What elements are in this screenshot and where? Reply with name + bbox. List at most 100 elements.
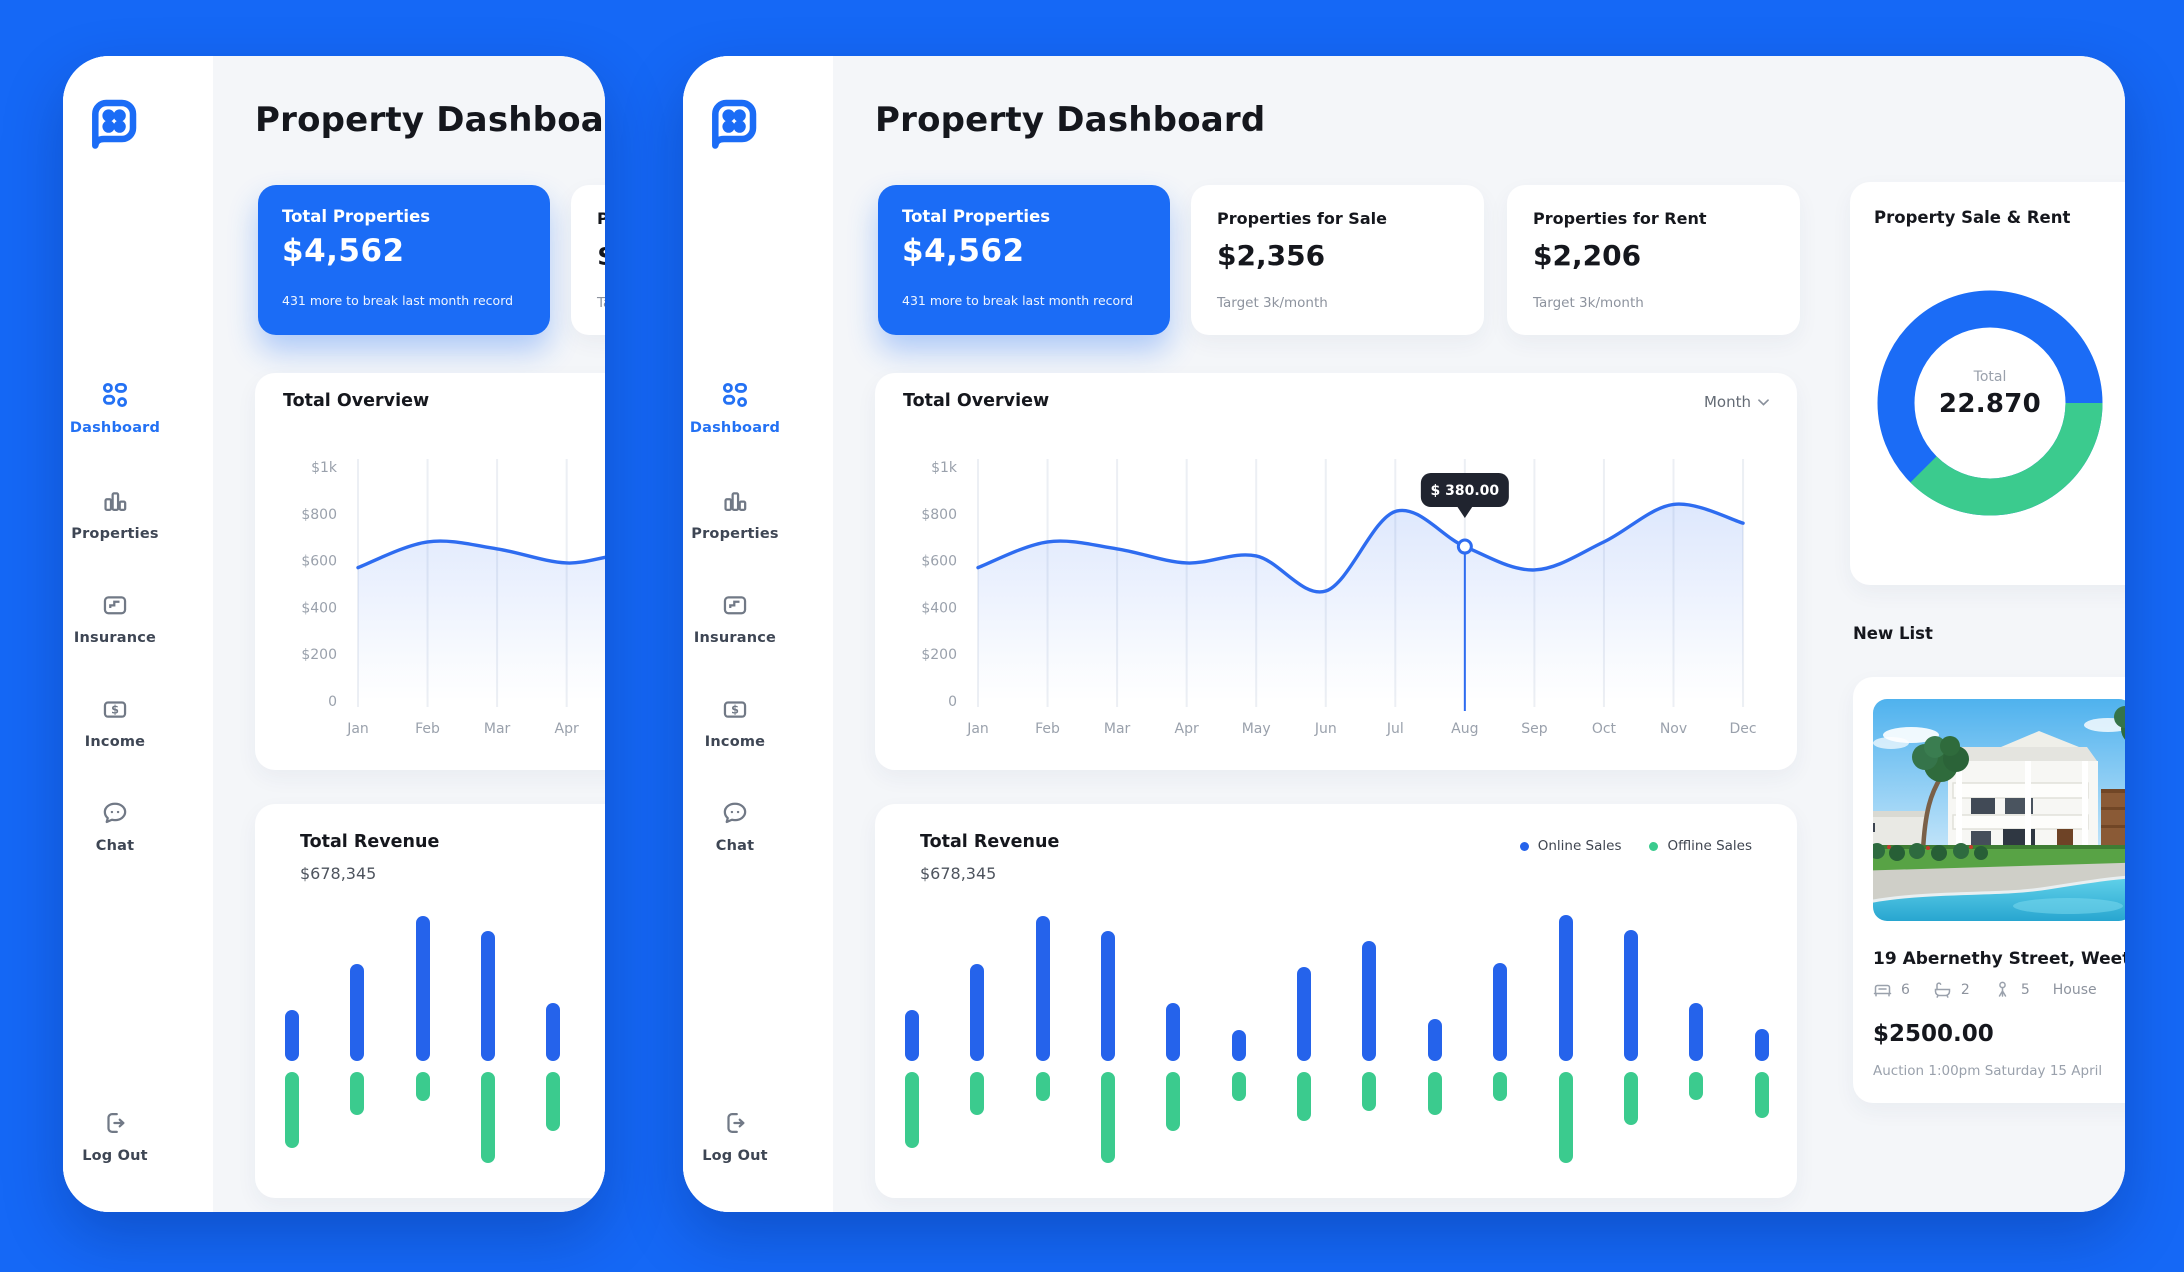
sidebar-item-label: Log Out [82,1148,148,1164]
revenue-bar-online [1101,931,1116,1061]
app-logo-icon [705,94,763,152]
revenue-bar-online [1166,1003,1181,1061]
chart-tooltip: $ 380.00 [1420,473,1509,518]
total-overview-card: Total Overview Month JanFebMarAprMayJunJ… [255,373,605,770]
revenue-bar-online [415,916,430,1061]
bed-icon [1873,981,1892,998]
sidebar-item-label: Log Out [702,1148,768,1164]
sidebar-item-logout[interactable]: Log Out [683,1110,787,1164]
sidebar-item-label: Properties [71,526,159,542]
left-device-panel: Dashboard Properties [63,56,605,1212]
revenue-bar-online [970,964,985,1061]
insurance-card-icon [102,592,128,618]
highlight-marker[interactable] [1456,538,1473,555]
listing-card[interactable]: 19 Abernethy Street, Weetang 6 2 [1853,677,2125,1103]
revenue-bar-offline [1362,1072,1377,1111]
sidebar-item-properties[interactable]: Properties [63,488,167,542]
legend-online-sales[interactable]: Online Sales [1519,838,1621,854]
stat-label: Properties for Rent [1533,209,1707,228]
svg-text:$400: $400 [301,600,337,616]
properties-bars-icon [722,488,748,514]
legend-offline-sales[interactable]: Offline Sales [1649,838,1752,854]
sidebar-item-insurance[interactable]: Insurance [63,592,167,646]
svg-text:$800: $800 [921,507,957,523]
svg-text:Jul: Jul [1386,721,1404,737]
chart-title: Total Overview [283,391,430,411]
sidebar-item-insurance[interactable]: Insurance [683,592,787,646]
revenue-bar-offline [1101,1072,1116,1163]
revenue-bar-offline [1558,1072,1573,1163]
chart-title: Property Sale & Rent [1874,208,2071,227]
dashboard-grid-icon [722,382,748,408]
right-device-panel: Dashboard Properties [683,56,2125,1212]
total-revenue-card: Total Revenue $678,345 Online Sales Offl… [875,804,1797,1198]
stat-value: $2,356 [1217,239,1326,272]
revenue-bar-offline [1297,1072,1312,1121]
revenue-bar-online [1558,915,1573,1061]
sidebar-item-label: Chat [95,838,135,854]
stat-label: Total Properties [282,207,431,226]
svg-text:Feb: Feb [1035,721,1060,737]
sidebar-item-chat[interactable]: Chat [63,800,167,854]
svg-text:$ 380.00: $ 380.00 [1431,483,1500,499]
revenue-bar-offline [415,1072,430,1101]
sidebar-item-dashboard[interactable]: Dashboard [683,382,787,436]
revenue-total: $678,345 [920,864,997,883]
svg-text:May: May [1242,721,1271,737]
svg-text:Sep: Sep [1521,721,1548,737]
revenue-bar-online [546,1003,561,1061]
revenue-bar-offline [1754,1072,1769,1118]
revenue-bar-offline [1427,1072,1442,1115]
sidebar-item-income[interactable]: $ Income [63,696,167,750]
sidebar-item-income[interactable]: $ Income [683,696,787,750]
revenue-bar-offline [1231,1072,1246,1101]
legend-label: Offline Sales [1667,838,1752,854]
svg-text:Nov: Nov [1660,721,1687,737]
svg-text:Mar: Mar [1104,721,1131,737]
stat-label: Properties for Sale [597,209,605,228]
svg-text:Oct: Oct [1592,721,1617,737]
stat-note: 431 more to break last month record [902,293,1134,308]
stat-note: Target 3k/month [1217,295,1328,311]
properties-bars-icon [102,488,128,514]
revenue-bar-online [1689,1003,1704,1061]
revenue-bar-online [1297,967,1312,1061]
total-revenue-card: Total Revenue $678,345 Online Sales Offl… [255,804,605,1198]
stat-note: Target 3k/month [597,295,605,311]
new-list-title: New List [1853,624,1933,643]
sidebar-item-chat[interactable]: Chat [683,800,787,854]
revenue-bar-offline [970,1072,985,1115]
month-dropdown[interactable]: Month [1704,393,1769,411]
svg-text:Jun: Jun [1314,721,1337,737]
revenue-bar-online [1493,963,1508,1061]
svg-text:0: 0 [948,694,957,710]
revenue-bar-online [285,1010,299,1061]
stat-note: 431 more to break last month record [282,293,514,308]
svg-text:Feb: Feb [415,721,440,737]
revenue-bar-offline [546,1072,561,1131]
svg-text:$600: $600 [301,554,337,570]
month-dropdown-value: Month [1703,393,1751,411]
listing-price: $2500.00 [1873,1021,1994,1047]
income-money-icon: $ [102,696,128,722]
revenue-bar-offline [1493,1072,1508,1101]
sale-rent-donut-chart [1877,290,2103,516]
revenue-bar-online [905,1010,919,1061]
listing-auction-info: Auction 1:00pm Saturday 15 April [1873,1063,2103,1079]
sidebar-item-dashboard[interactable]: Dashboard [63,382,167,436]
sidebar-item-label: Properties [691,526,779,542]
logout-icon [102,1110,128,1136]
sidebar-item-logout[interactable]: Log Out [63,1110,167,1164]
stat-value: $2,356 [597,239,605,272]
property-dashboard: Dashboard Properties [63,56,605,1212]
chat-bubble-icon [102,800,128,826]
revenue-bar-online [481,931,496,1061]
total-properties-card: Total Properties $4,562 431 more to brea… [878,185,1170,335]
svg-text:Aug: Aug [1451,721,1478,737]
listing-address: 19 Abernethy Street, Weetang [1873,949,2125,969]
properties-for-rent-card: Properties for Rent $2,206 Target 3k/mon… [1507,185,1800,335]
sidebar-item-label: Insurance [693,630,777,646]
insurance-card-icon [722,592,748,618]
sidebar-item-label: Income [704,734,766,750]
sidebar-item-properties[interactable]: Properties [683,488,787,542]
